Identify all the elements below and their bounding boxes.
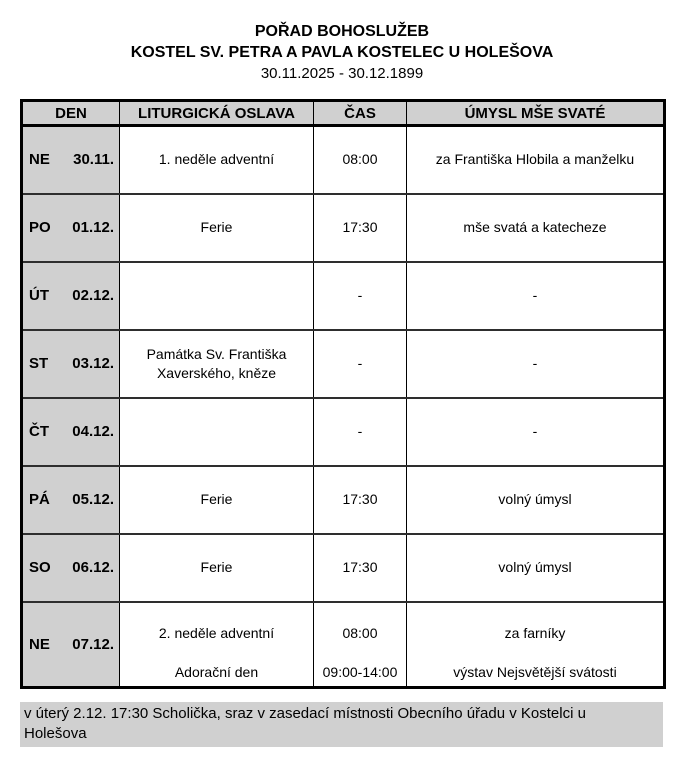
day-date: 07.12. bbox=[72, 635, 114, 653]
celebration-cell: Ferie bbox=[119, 192, 314, 263]
celebration-cell: 2. neděle adventní Adorační den bbox=[119, 600, 314, 689]
intention-lines: za farníky výstav Nejsvětější svátosti bbox=[407, 604, 663, 684]
table-row: SO 06.12. Ferie 17:30 volný úmysl bbox=[21, 532, 665, 603]
day-label: NE 30.11. bbox=[23, 150, 119, 169]
day-label: ST 03.12. bbox=[23, 354, 119, 373]
celebration-cell: 1. neděle adventní bbox=[119, 124, 314, 195]
day-abbr: SO bbox=[29, 559, 51, 576]
celebration-line-1: 2. neděle adventní bbox=[158, 625, 275, 642]
intention-cell: za farníky výstav Nejsvětější svátosti bbox=[406, 600, 665, 689]
day-abbr: ČT bbox=[29, 423, 49, 440]
day-cell: PO 01.12. bbox=[21, 192, 120, 263]
day-label: PO 01.12. bbox=[23, 218, 119, 237]
intention-line-2: výstav Nejsvětější svátosti bbox=[453, 664, 617, 681]
intention-cell: - bbox=[406, 328, 665, 399]
celebration-cell: Ferie bbox=[119, 532, 314, 603]
day-abbr: ÚT bbox=[29, 287, 49, 304]
time-line-2: 09:00-14:00 bbox=[322, 664, 398, 681]
intention-cell: volný úmysl bbox=[406, 532, 665, 603]
table-row: ST 03.12. Památka Sv. Františka Xaverské… bbox=[21, 328, 665, 399]
day-label: SO 06.12. bbox=[23, 558, 119, 577]
day-date: 30.11. bbox=[73, 151, 114, 169]
celebration-line-2: Adorační den bbox=[174, 664, 259, 681]
day-date: 06.12. bbox=[72, 559, 114, 576]
table-row: ÚT 02.12. - - bbox=[21, 260, 665, 331]
day-date: 02.12. bbox=[72, 287, 114, 304]
time-cell: - bbox=[313, 396, 407, 467]
celebration-lines: 2. neděle adventní Adorační den bbox=[120, 604, 313, 684]
day-cell: ÚT 02.12. bbox=[21, 260, 120, 331]
table-row: PÁ 05.12. Ferie 17:30 volný úmysl bbox=[21, 464, 665, 535]
footer-note: v úterý 2.12. 17:30 Scholička, sraz v za… bbox=[20, 702, 663, 747]
day-date: 01.12. bbox=[72, 219, 114, 236]
day-cell: NE 07.12. bbox=[21, 600, 120, 689]
time-cell: 08:00 bbox=[313, 124, 407, 195]
column-header-intention: ÚMYSL MŠE SVATÉ bbox=[406, 100, 665, 127]
page-title: POŘAD BOHOSLUŽEB bbox=[254, 23, 430, 40]
celebration-cell bbox=[119, 396, 314, 467]
day-abbr: PO bbox=[29, 219, 51, 236]
table-row: PO 01.12. Ferie 17:30 mše svatá a katech… bbox=[21, 192, 665, 263]
day-cell: NE 30.11. bbox=[21, 124, 120, 195]
day-label: PÁ 05.12. bbox=[23, 490, 119, 509]
time-line-1: 08:00 bbox=[342, 625, 378, 642]
time-cell: 17:30 bbox=[313, 192, 407, 263]
intention-cell: mše svatá a katecheze bbox=[406, 192, 665, 263]
day-date: 04.12. bbox=[72, 423, 114, 440]
intention-cell: - bbox=[406, 396, 665, 467]
table-row: ČT 04.12. - - bbox=[21, 396, 665, 467]
column-header-time: ČAS bbox=[313, 100, 407, 127]
table-row: NE 07.12. 2. neděle adventní Adorační de… bbox=[21, 600, 665, 689]
day-label: ČT 04.12. bbox=[23, 422, 119, 441]
day-date: 05.12. bbox=[72, 491, 114, 508]
celebration-cell: Památka Sv. Františka Xaverského, kněze bbox=[119, 328, 314, 399]
day-label: ÚT 02.12. bbox=[23, 286, 119, 305]
day-abbr: ST bbox=[29, 355, 49, 372]
time-cell: 08:00 09:00-14:00 bbox=[313, 600, 407, 689]
intention-cell: - bbox=[406, 260, 665, 331]
schedule-table: DEN LITURGICKÁ OSLAVA ČAS ÚMYSL MŠE SVAT… bbox=[20, 99, 666, 689]
time-cell: - bbox=[313, 260, 407, 331]
celebration-cell: Ferie bbox=[119, 464, 314, 535]
day-label: NE 07.12. bbox=[23, 635, 119, 654]
time-lines: 08:00 09:00-14:00 bbox=[314, 604, 406, 684]
day-abbr: NE bbox=[29, 151, 50, 169]
day-abbr: NE bbox=[29, 635, 50, 653]
column-header-celebration: LITURGICKÁ OSLAVA bbox=[119, 100, 314, 127]
document-header: POŘAD BOHOSLUŽEB KOSTEL SV. PETRA A PAVL… bbox=[0, 0, 684, 84]
day-date: 03.12. bbox=[72, 355, 114, 372]
time-cell: 17:30 bbox=[313, 532, 407, 603]
time-cell: - bbox=[313, 328, 407, 399]
date-range: 30.11.2025 - 30.12.1899 bbox=[260, 65, 424, 82]
table-header-row: DEN LITURGICKÁ OSLAVA ČAS ÚMYSL MŠE SVAT… bbox=[21, 100, 665, 127]
intention-cell: za Františka Hlobila a manželku bbox=[406, 124, 665, 195]
celebration-cell bbox=[119, 260, 314, 331]
day-cell: ČT 04.12. bbox=[21, 396, 120, 467]
column-header-day: DEN bbox=[21, 100, 120, 127]
church-name: KOSTEL SV. PETRA A PAVLA KOSTELEC U HOLE… bbox=[130, 44, 554, 61]
day-cell: SO 06.12. bbox=[21, 532, 120, 603]
day-cell: ST 03.12. bbox=[21, 328, 120, 399]
day-cell: PÁ 05.12. bbox=[21, 464, 120, 535]
intention-cell: volný úmysl bbox=[406, 464, 665, 535]
day-abbr: PÁ bbox=[29, 491, 50, 508]
table-row: NE 30.11. 1. neděle adventní 08:00 za Fr… bbox=[21, 124, 665, 195]
time-cell: 17:30 bbox=[313, 464, 407, 535]
intention-line-1: za farníky bbox=[504, 625, 566, 642]
